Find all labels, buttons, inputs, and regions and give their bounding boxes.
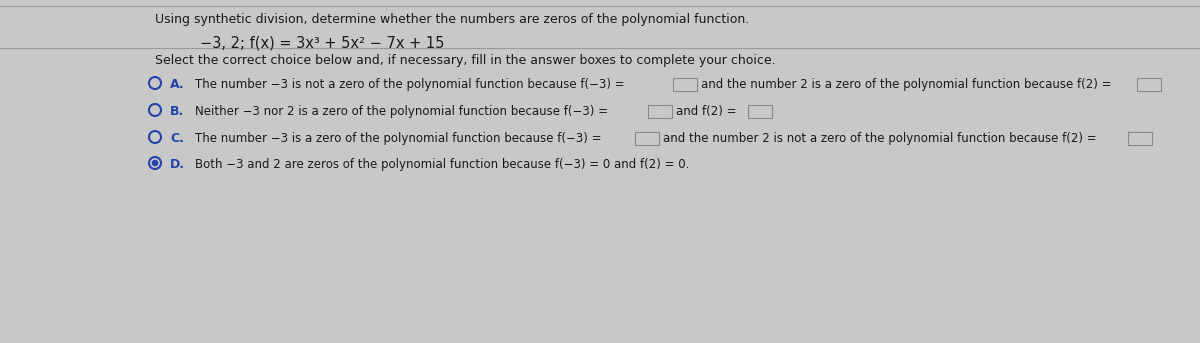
FancyBboxPatch shape [1138,78,1162,91]
Text: Neither −3 nor 2 is a zero of the polynomial function because f(−3) =: Neither −3 nor 2 is a zero of the polyno… [194,105,608,118]
Text: and the number 2 is a zero of the polynomial function because f(2) =: and the number 2 is a zero of the polyno… [701,78,1111,91]
Text: C.: C. [170,132,184,145]
Circle shape [151,160,158,166]
Text: −3, 2; f(x) = 3x³ + 5x² − 7x + 15: −3, 2; f(x) = 3x³ + 5x² − 7x + 15 [200,35,444,50]
Circle shape [149,104,161,116]
Text: The number −3 is not a zero of the polynomial function because f(−3) =: The number −3 is not a zero of the polyn… [194,78,625,91]
Text: Select the correct choice below and, if necessary, fill in the answer boxes to c: Select the correct choice below and, if … [155,54,775,67]
Text: B.: B. [170,105,185,118]
Text: Both −3 and 2 are zeros of the polynomial function because f(−3) = 0 and f(2) = : Both −3 and 2 are zeros of the polynomia… [194,158,689,171]
FancyBboxPatch shape [748,105,772,118]
Circle shape [149,77,161,89]
FancyBboxPatch shape [1128,131,1152,144]
Text: and f(2) =: and f(2) = [676,105,737,118]
FancyBboxPatch shape [673,78,697,91]
Text: A.: A. [170,78,185,91]
Text: D.: D. [170,158,185,171]
FancyBboxPatch shape [635,131,659,144]
Text: The number −3 is a zero of the polynomial function because f(−3) =: The number −3 is a zero of the polynomia… [194,132,601,145]
Circle shape [149,157,161,169]
Text: Using synthetic division, determine whether the numbers are zeros of the polynom: Using synthetic division, determine whet… [155,13,749,26]
FancyBboxPatch shape [648,105,672,118]
Text: and the number 2 is not a zero of the polynomial function because f(2) =: and the number 2 is not a zero of the po… [662,132,1097,145]
Circle shape [149,131,161,143]
